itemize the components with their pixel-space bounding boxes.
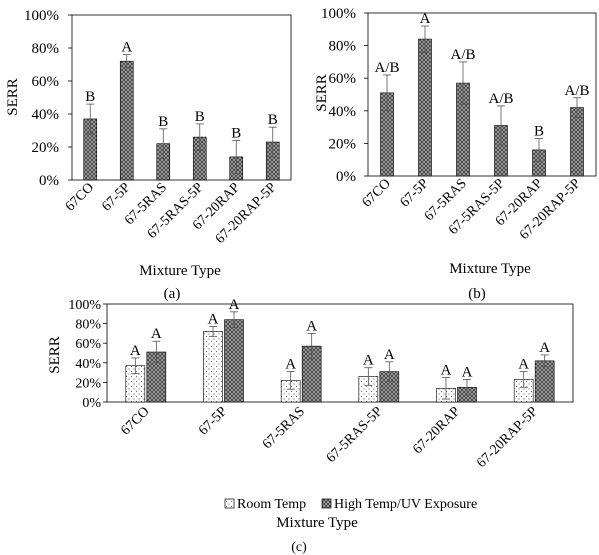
panel-c-x-tick-label: 67-5P: [196, 404, 230, 438]
panel-a-bar-series: [119, 60, 134, 181]
panel-b-caption: (b): [468, 286, 486, 302]
panel-c-significance-label: A: [285, 357, 296, 373]
panel-c-significance-label: A: [518, 357, 529, 373]
panel-a-significance-label: B: [195, 109, 205, 125]
panel-b-y-tick-label: 40%: [329, 104, 357, 120]
panel-b-significance-label: A/B: [564, 83, 589, 99]
panel-c-y-tick-label: 40%: [75, 357, 101, 372]
panel-c-bar-high-temp-uv-exposure: [224, 319, 244, 403]
panel-c-x-tick-label: 67CO: [118, 404, 152, 438]
panel-a-y-tick-label: 40%: [32, 107, 60, 123]
panel-b-y-tick-label: 80%: [329, 39, 357, 55]
panel-a-plot-frame: [71, 14, 292, 181]
panel-a-x-tick-label: 67CO: [63, 180, 97, 214]
panel-c-significance-label: A: [384, 347, 395, 363]
panel-a-y-tick-label: 0%: [39, 173, 59, 189]
panel-c-significance-label: A: [363, 353, 374, 369]
legend-label-high-temp-uv: High Temp/UV Exposure: [334, 497, 477, 512]
panel-b-y-tick-label: 0%: [336, 169, 356, 185]
panel-b-y-tick-label: 60%: [329, 71, 357, 87]
panel-b-bar-series: [418, 38, 432, 177]
panel-b-significance-label: B: [534, 124, 544, 140]
legend-swatch-high-temp-uv: [321, 498, 332, 509]
panel-b-x-tick-label: 67CO: [360, 176, 394, 210]
panel-c-bar-room-temp: [203, 331, 223, 403]
panel-b-significance-label: A: [420, 11, 431, 27]
panel-a-y-tick-label: 60%: [32, 74, 60, 90]
panel-c-x-tick-label: 67-5RAS: [260, 404, 308, 452]
panel-c-x-tick-label: 67-5RAS-5P: [324, 404, 386, 466]
panel-c-significance-label: A: [306, 318, 317, 334]
panel-c-x-tick-label: 67-20RAP-5P: [474, 404, 541, 471]
panel-c-significance-label: A: [441, 363, 452, 379]
panel-a-significance-label: B: [268, 112, 278, 128]
panel-c-plot-frame: [106, 303, 574, 403]
panel-b-significance-label: A/B: [374, 60, 399, 76]
panel-a-significance-label: B: [231, 125, 241, 141]
panel-b-y-tick-label: 100%: [321, 6, 356, 22]
panel-c-y-tick-label: 0%: [82, 396, 101, 411]
panel-c-significance-label: A: [539, 340, 550, 356]
panel-c-significance-label: A: [229, 297, 240, 313]
panel-c-significance-label: A: [208, 312, 219, 328]
panel-a-caption: (a): [164, 286, 181, 302]
panel-a-significance-label: B: [158, 114, 168, 130]
panel-c-y-tick-label: 80%: [75, 318, 101, 333]
panel-a-significance-label: B: [85, 89, 95, 105]
panel-a-y-tick-label: 100%: [24, 8, 59, 24]
panel-a-x-axis-label: Mixture Type: [139, 263, 221, 279]
panel-c-legend: Room Temp High Temp/UV Exposure: [224, 497, 477, 512]
panel-a-y-axis-label: SERR: [5, 78, 21, 116]
panel-a-x-tick-label: 67-5P: [99, 180, 133, 214]
panel-b-x-axis-label: Mixture Type: [449, 261, 531, 277]
panel-c-y-tick-label: 60%: [75, 337, 101, 352]
panel-c-caption: (c): [291, 540, 307, 555]
panel-c-y-axis-label: SERR: [47, 336, 63, 374]
panel-b-x-tick-label: 67-5P: [398, 176, 432, 210]
panel-c-x-axis-label: Mixture Type: [276, 515, 358, 531]
panel-c-significance-label: A: [130, 343, 141, 359]
panel-c-y-tick-label: 20%: [75, 376, 101, 391]
panel-a-significance-label: A: [121, 40, 132, 56]
panel-b-significance-label: A/B: [488, 91, 513, 107]
panel-b-plot-frame: [367, 12, 597, 177]
panel-b-bar-series: [570, 107, 584, 177]
legend-label-room-temp: Room Temp: [237, 497, 306, 512]
panel-c-significance-label: A: [151, 326, 162, 342]
panel-a-y-tick-label: 20%: [32, 140, 60, 156]
panel-a-y-tick-label: 80%: [32, 41, 60, 57]
legend-swatch-room-temp: [224, 498, 235, 509]
panel-c-x-tick-label: 67-20RAP: [410, 404, 463, 457]
panel-b: 0% 20% 40% 60% 80% 100% A/B A A/B A/B B A/B 67CO 67…: [314, 6, 597, 302]
panel-b-y-tick-label: 20%: [329, 136, 357, 152]
panel-b-y-axis-label: SERR: [314, 74, 330, 112]
panel-a: 0%20%40%60%80%100% BAB BBB 67CO 67-5P67-5R…: [5, 8, 292, 302]
panel-b-significance-label: A/B: [450, 47, 475, 63]
panel-c-y-tick-label: 100%: [68, 298, 101, 313]
panel-c-significance-label: A: [462, 364, 473, 380]
